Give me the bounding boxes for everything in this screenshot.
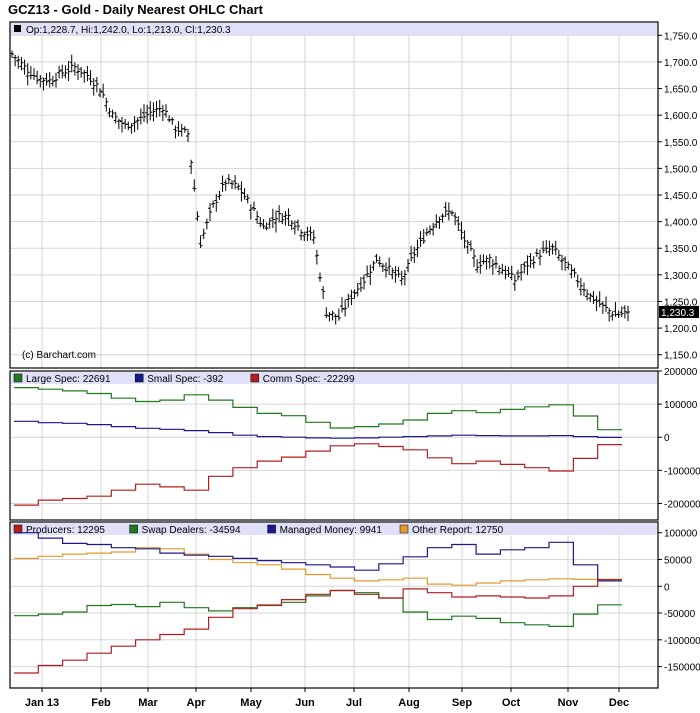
panel-border: [9, 21, 659, 369]
ohlc-label: Op:1,228.7, Hi:1,242.0, Lo:1,213.0, Cl:1…: [26, 25, 231, 36]
x-tick-label: Feb: [91, 697, 111, 709]
x-axis: Jan 13 Feb Mar Apr May Jun Jul Aug Sep Oct Nov Dec: [25, 688, 629, 709]
legend-swatch: [250, 373, 260, 383]
y-tick-label: 1,250.0: [664, 297, 698, 308]
last-price-label: 1,230.3: [661, 308, 695, 319]
x-tick-label: Nov: [558, 697, 580, 709]
legend-label: Large Spec: 22691: [26, 374, 111, 385]
series-managed-money: [14, 532, 622, 582]
x-tick-label: Apr: [187, 697, 207, 709]
series-comm-spec: [14, 443, 622, 506]
y-tick-label: 100000: [664, 400, 698, 411]
x-tick-label: Jun: [295, 697, 315, 709]
x-tick-label: Oct: [502, 697, 521, 709]
price-panel: 1,150.0 1,200.0 1,250.0 1,300.0 1,350.0 1,400…: [9, 21, 699, 369]
legend-label: Comm Spec: -22299: [263, 374, 355, 385]
y-tick-label: 1,750.0: [664, 31, 698, 42]
y-tick-label: 0: [664, 433, 670, 444]
y-tick-label: 1,550.0: [664, 138, 698, 149]
y-tick-label: 1,450.0: [664, 191, 698, 202]
legend-label: Producers: 12295: [26, 525, 105, 536]
x-tick-label: Mar: [138, 697, 158, 709]
x-tick-label: May: [240, 697, 262, 709]
last-price-box: [659, 305, 699, 318]
series-other-report: [14, 547, 622, 586]
y-tick-label: 1,600.0: [664, 111, 698, 122]
y-tick-label: 100000: [664, 529, 698, 540]
legend-swatch: [134, 373, 144, 383]
x-tick-label: Dec: [609, 697, 629, 709]
series-large-spec: [14, 387, 622, 431]
legend-band: [11, 372, 657, 384]
legend-swatch: [267, 524, 276, 534]
series-small-spec: [14, 420, 622, 439]
y-tick-label: 1,150.0: [664, 351, 698, 362]
ohlc-swatch: [14, 25, 21, 32]
y-tick-label: -100000: [664, 636, 700, 647]
y-tick-label: 1,200.0: [664, 324, 698, 335]
credit-label: (c) Barchart.com: [22, 350, 96, 361]
legend-band: [11, 23, 657, 35]
y-tick-label: -100000: [664, 466, 700, 477]
x-tick-label: Jul: [346, 697, 362, 709]
legend-label: Swap Dealers: -34594: [142, 525, 241, 536]
y-tick-label: 1,300.0: [664, 271, 698, 282]
y-tick-label: 1,700.0: [664, 58, 698, 69]
x-tick-label: Sep: [452, 697, 472, 709]
y-tick-label: 1,400.0: [664, 218, 698, 229]
legend-label: Other Report: 12750: [412, 525, 504, 536]
y-tick-label: 1,350.0: [664, 244, 698, 255]
chart-title: GCZ13 - Gold - Daily Nearest OHLC Chart: [8, 2, 263, 17]
y-tick-label: 200000: [664, 367, 698, 378]
y-tick-label: 50000: [664, 555, 692, 566]
x-tick-label: Aug: [398, 697, 419, 709]
y-tick-label: 1,650.0: [664, 85, 698, 96]
commitments-panel: 200000 100000 0 -100000 -200000 Large Spec: 2…: [9, 367, 700, 521]
legend-band: [11, 523, 657, 535]
y-tick-label: -50000: [664, 609, 696, 620]
disaggregated-panel: 100000 50000 0 -50000 -100000 -150000 Producer…: [9, 521, 700, 689]
y-tick-label: -150000: [664, 663, 700, 674]
legend-swatch: [129, 524, 138, 534]
series-producers: [14, 579, 622, 674]
panel-border: [9, 521, 659, 689]
legend-swatch: [13, 373, 23, 383]
series-swap-dealers: [14, 589, 622, 627]
legend-label: Managed Money: 9941: [280, 525, 383, 536]
panel-border: [9, 370, 659, 521]
y-tick-label: 1,500.0: [664, 164, 698, 175]
y-tick-label: -200000: [664, 499, 700, 510]
y-tick-label: 0: [664, 582, 670, 593]
x-tick-label: Jan 13: [25, 697, 59, 709]
legend-label: Small Spec: -392: [147, 374, 224, 385]
legend-swatch: [399, 524, 409, 534]
legend-swatch: [13, 524, 23, 534]
